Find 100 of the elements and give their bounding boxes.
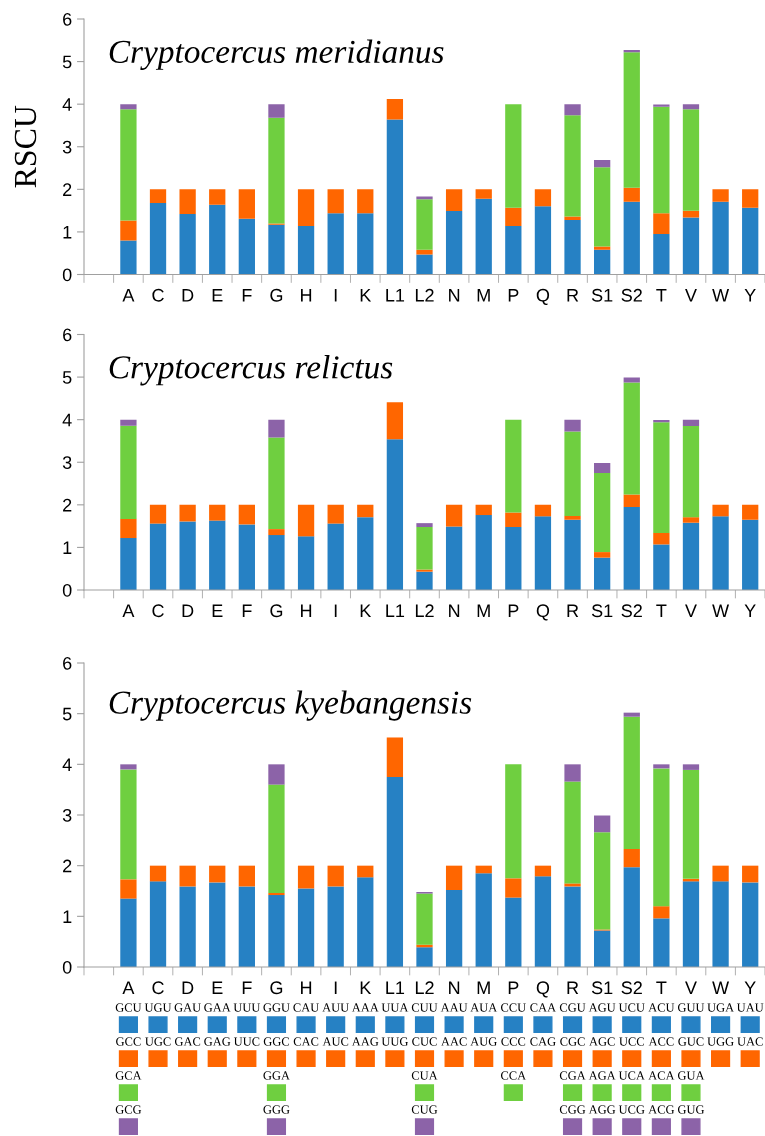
text: AGA — [588, 1071, 616, 1080]
text: CUA — [411, 1071, 438, 1080]
text: ACG — [648, 1105, 675, 1114]
y-tick-label: 3 — [62, 456, 72, 469]
x-tick-label: L2 — [415, 604, 434, 617]
y-tick-label: 0 — [62, 583, 72, 597]
y-tick-label: 6 — [63, 328, 72, 342]
y-tick-label: 4 — [62, 758, 72, 771]
x-tick-label: E — [212, 981, 223, 994]
text: AGU — [588, 1003, 616, 1012]
text: GCC — [116, 1037, 141, 1046]
x-tick-label: C — [152, 288, 164, 302]
x-tick-label: C — [152, 981, 164, 995]
x-tick-label: D — [182, 604, 194, 617]
text: GUU — [677, 1003, 705, 1012]
text: CUC — [412, 1037, 437, 1046]
text: UUA — [381, 1003, 409, 1012]
text: CCC — [501, 1037, 526, 1046]
x-tick-label: L1 — [386, 289, 405, 302]
text: AUG — [470, 1037, 497, 1046]
x-tick-label: S2 — [621, 604, 642, 618]
x-tick-label: P — [508, 981, 519, 994]
text: ACC — [648, 1037, 674, 1046]
y-tick-label: 1 — [63, 541, 72, 554]
text: GAA — [204, 1003, 231, 1012]
text: CGC — [560, 1037, 585, 1046]
text: UGA — [707, 1003, 735, 1012]
y-tick-label: 1 — [63, 910, 72, 923]
x-tick-label: A — [122, 981, 135, 994]
text: AUA — [470, 1003, 498, 1012]
y-tick-label: 5 — [62, 55, 72, 69]
text: AUU — [322, 1003, 349, 1012]
x-tick-label: Y — [744, 289, 756, 302]
text: CAC — [293, 1037, 319, 1046]
x-tick-label: V — [685, 604, 697, 617]
x-tick-label: C — [152, 604, 164, 618]
text: CAU — [293, 1003, 319, 1012]
text: UGG — [707, 1037, 734, 1046]
x-tick-label: L2 — [415, 981, 434, 994]
x-tick-label: T — [656, 981, 667, 994]
text: GCA — [115, 1071, 142, 1080]
x-tick-label: D — [182, 981, 194, 994]
y-tick-label: 3 — [62, 808, 72, 822]
text: UGC — [145, 1037, 171, 1046]
y-tick-label: 4 — [62, 413, 72, 427]
text: GAC — [174, 1037, 201, 1046]
x-tick-label: M — [477, 289, 490, 302]
x-tick-label: V — [685, 981, 697, 994]
x-tick-label: Q — [536, 981, 550, 998]
text: GGU — [263, 1003, 290, 1012]
x-tick-label: N — [449, 604, 460, 617]
text: CGA — [559, 1071, 586, 1080]
x-tick-label: S2 — [621, 981, 642, 995]
text: AAC — [441, 1037, 467, 1046]
x-tick-label: W — [712, 981, 730, 994]
x-tick-label: P — [508, 604, 519, 617]
x-tick-label: R — [567, 604, 579, 617]
y-tick-label: 0 — [62, 268, 72, 282]
x-tick-label: K — [360, 289, 372, 302]
x-tick-label: M — [477, 604, 490, 617]
x-tick-label: S2 — [621, 288, 642, 302]
text: UUG — [381, 1037, 409, 1046]
x-tick-label: V — [685, 289, 697, 302]
y-tick-label: 6 — [63, 12, 72, 26]
x-tick-label: H — [301, 604, 312, 617]
text: UCC — [619, 1037, 644, 1046]
y-tick-label: 5 — [62, 707, 72, 721]
x-tick-label: M — [477, 981, 490, 994]
x-tick-label: I — [334, 981, 337, 994]
x-tick-label: A — [122, 604, 135, 617]
text: CUG — [411, 1105, 438, 1114]
x-tick-label: Q — [536, 604, 550, 621]
text: CCA — [500, 1071, 527, 1080]
y-tick-label: 2 — [63, 183, 72, 196]
x-tick-label: F — [242, 604, 252, 617]
x-tick-label: S1 — [591, 288, 613, 302]
text: UUU — [233, 1003, 261, 1012]
text: CAA — [530, 1003, 557, 1012]
text: GCU — [115, 1003, 142, 1012]
x-tick-label: W — [712, 289, 730, 302]
text: GGA — [263, 1071, 290, 1080]
x-tick-label: G — [270, 288, 283, 302]
text: AAA — [351, 1003, 379, 1012]
x-tick-label: F — [242, 289, 252, 302]
text: CCU — [500, 1003, 526, 1012]
text: CGG — [559, 1105, 586, 1114]
x-tick-label: E — [212, 604, 223, 617]
text: UUC — [233, 1037, 260, 1046]
y-tick-label: 3 — [62, 140, 72, 154]
text: CAG — [530, 1037, 556, 1046]
x-tick-label: Q — [536, 288, 550, 305]
text: UCA — [618, 1071, 645, 1080]
x-tick-label: I — [334, 604, 337, 617]
text: GUA — [677, 1071, 705, 1080]
x-tick-label: E — [212, 289, 223, 302]
text: GUC — [678, 1037, 704, 1046]
y-tick-label: 6 — [63, 656, 72, 670]
text: GAU — [174, 1003, 201, 1012]
text: UCU — [618, 1003, 645, 1012]
x-tick-label: L1 — [386, 604, 405, 617]
